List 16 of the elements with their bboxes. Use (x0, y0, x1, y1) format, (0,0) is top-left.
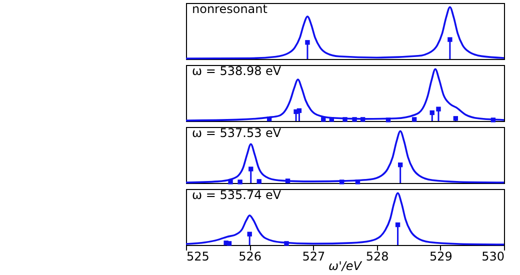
point (248, 166, 254, 172)
x-tick-label: 529 (429, 250, 452, 264)
x-tick-label: 528 (366, 250, 389, 264)
x-tick-label: 527 (302, 250, 326, 264)
chart-title: ω = 537.53 eV (192, 126, 282, 140)
x-axis-title: ω'/eV (328, 259, 362, 273)
x-tick-label: 530 (482, 250, 504, 264)
chart-title: ω = 538.98 eV (192, 64, 282, 78)
x-tick-label: 525 (186, 250, 210, 264)
chart-title: ω = 535.74 eV (192, 188, 282, 202)
point (436, 106, 441, 112)
point (398, 162, 403, 168)
point (430, 110, 434, 116)
chart-title: nonresonant (192, 2, 268, 16)
point (296, 108, 302, 113)
x-tick-label: 526 (238, 250, 262, 264)
